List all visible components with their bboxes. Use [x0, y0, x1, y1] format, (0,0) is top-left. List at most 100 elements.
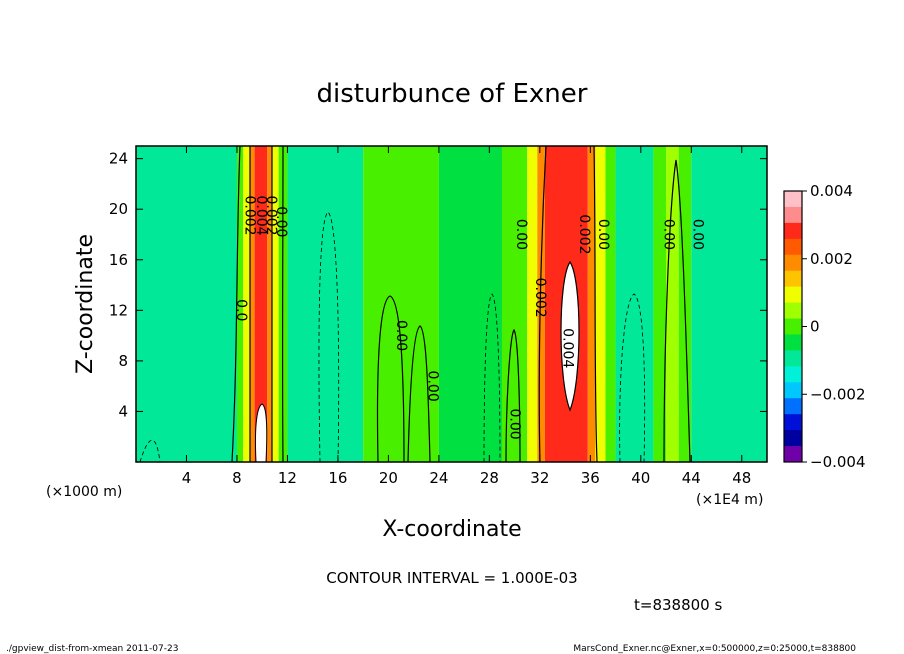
x-axis-ticks: 4 8 12 16 20 24 28 32 36 40 44 48: [182, 146, 751, 487]
contour-label: 0.004: [253, 195, 269, 235]
y-axis-label: Z-coordinate: [73, 234, 98, 374]
x-tick-label: 32: [530, 469, 549, 487]
contour-label: 0.00: [690, 219, 706, 250]
contour-label: 0.00: [273, 206, 289, 237]
footer-left: ./gpview_dist-from-xmean 2011-07-23: [6, 644, 178, 654]
contour-label: 0.00: [595, 219, 611, 250]
heat-column: [595, 146, 606, 462]
colorbar-tick-label: 0.002: [810, 250, 853, 268]
heatmap-fill: [136, 146, 767, 462]
chart-title: disturbunce of Exner: [317, 79, 588, 109]
heat-column: [267, 146, 273, 462]
heat-column: [615, 146, 654, 462]
x-tick-label: 40: [631, 469, 650, 487]
x-tick-label: 20: [379, 469, 398, 487]
time-text: t=838800 s: [634, 596, 722, 614]
colorbar-segment: [784, 414, 802, 431]
colorbar-segment: [784, 334, 802, 351]
contour-label: 0.00: [513, 219, 529, 250]
heat-column: [287, 146, 364, 462]
contour-label: 0.002: [532, 278, 548, 318]
x-scale-label: (×1E4 m): [696, 492, 763, 508]
heat-column: [537, 146, 545, 462]
colorbar-segment: [784, 382, 802, 399]
x-tick-label: 36: [581, 469, 600, 487]
heat-column: [272, 146, 279, 462]
heat-column: [438, 146, 502, 462]
colorbar-segment: [784, 430, 802, 447]
x-tick-label: 44: [682, 469, 701, 487]
contour-label: 0.00: [661, 219, 677, 250]
y-tick-label: 20: [109, 200, 128, 218]
x-tick-label: 8: [232, 469, 242, 487]
contour-line-dashed-b: [483, 293, 501, 463]
x-tick-label: 16: [328, 469, 347, 487]
y-tick-label: 24: [109, 150, 128, 168]
colorbar-tick-label: −0.002: [810, 385, 866, 403]
contour-line-dashed-a: [318, 211, 340, 463]
heat-column: [666, 146, 679, 462]
contour-label: 0.0: [233, 299, 249, 321]
contour-label: 0.002: [263, 195, 279, 235]
heat-column: [136, 146, 237, 462]
core-right: [560, 260, 580, 412]
colorbar-segment: [784, 238, 802, 256]
heat-column: [363, 146, 439, 462]
x-tick-label: 4: [182, 469, 192, 487]
colorbar-tick-label: −0.004: [810, 453, 866, 471]
y-tick-label: 16: [109, 251, 128, 269]
contour-label: 0.004: [560, 328, 576, 368]
y-tick-label: 8: [118, 352, 128, 370]
contour-line-dome: [376, 295, 405, 463]
colorbar-segment: [784, 286, 802, 304]
contour-line-small-dome: [407, 325, 431, 463]
x-tick-label: 28: [480, 469, 499, 487]
x-tick-label: 24: [429, 469, 448, 487]
heat-column: [236, 146, 244, 462]
heat-column: [691, 146, 767, 462]
colorbar-segment: [784, 366, 802, 383]
heat-column: [501, 146, 528, 462]
contour-line-right-thin: [663, 159, 691, 463]
contour-line-left-outer: [231, 145, 241, 463]
contour-line-thin-dome: [505, 328, 521, 463]
colorbar-segment: [784, 446, 802, 463]
colorbar-segment: [784, 270, 802, 288]
contour-line-dashed-d: [139, 439, 161, 463]
colorbar-tick-label: 0.004: [810, 182, 853, 200]
heat-column: [254, 146, 268, 462]
colorbar-segment: [784, 302, 802, 320]
heat-column: [243, 146, 250, 462]
y-tick-label: 12: [109, 301, 128, 319]
colorbar-segment: [784, 318, 802, 335]
contour-line-dashed-c: [619, 293, 646, 463]
colorbar-segment: [784, 191, 802, 208]
heat-column: [653, 146, 667, 462]
colorbar-segment: [784, 206, 802, 224]
colorbar: 0.004 0.002 0 −0.002 −0.004: [783, 182, 866, 471]
colorbar-segment: [784, 350, 802, 367]
contour-interval-text: CONTOUR INTERVAL = 1.000E-03: [326, 569, 577, 587]
contour-label: 0.002: [576, 214, 592, 254]
contour-label: 0.002: [242, 195, 258, 235]
y-axis-ticks: 4 8 12 16 20 24: [109, 150, 767, 420]
contour-label: 0.00: [507, 408, 523, 439]
x-tick-label: 12: [278, 469, 297, 487]
x-tick-label: 48: [732, 469, 751, 487]
colorbar-tick-label: 0: [810, 318, 820, 336]
heat-column: [249, 146, 255, 462]
contour-line-right-outer: [538, 145, 547, 463]
contour-line-left-core: [249, 146, 273, 462]
plot-frame: [135, 145, 768, 463]
contour-line-right-edge: [593, 145, 598, 463]
heat-column: [605, 146, 616, 462]
colorbar-segment: [784, 222, 802, 240]
x-unit-label: (×1000 m): [46, 484, 122, 500]
contour-label: 0.00: [425, 371, 441, 402]
colorbar-segment: [784, 254, 802, 272]
y-tick-label: 4: [118, 402, 128, 420]
heat-column: [527, 146, 538, 462]
